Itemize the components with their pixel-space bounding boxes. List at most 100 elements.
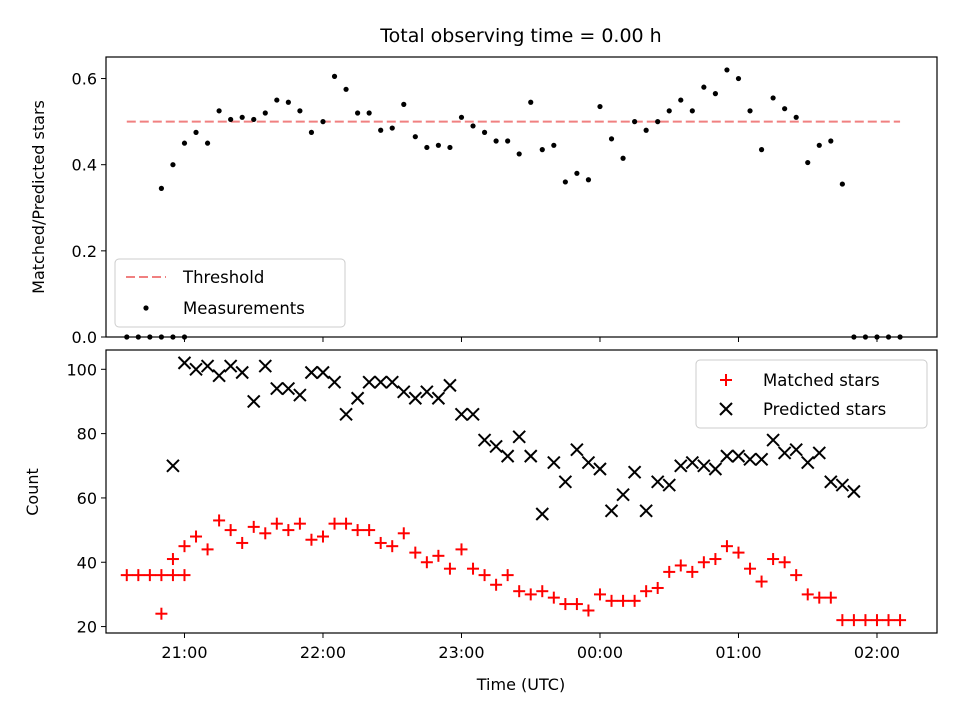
- predicted-star-point: [212, 369, 226, 383]
- predicted-star-point: [697, 459, 711, 473]
- measurement-point: [828, 138, 834, 144]
- predicted-star-point: [431, 391, 446, 405]
- measurement-point: [897, 334, 903, 340]
- x-tick-label: 00:00: [577, 643, 623, 662]
- predicted-star-point: [408, 391, 423, 405]
- matched-star-point: [201, 543, 214, 556]
- matched-star-point: [166, 569, 179, 582]
- measurement-point: [862, 334, 869, 340]
- matched-star-point: [547, 591, 560, 604]
- measurement-point: [124, 334, 130, 340]
- matched-star-point: [293, 517, 306, 530]
- matched-star-point: [870, 614, 883, 627]
- measurement-point: [193, 129, 199, 135]
- matched-star-point: [120, 569, 133, 582]
- predicted-star-point: [789, 442, 803, 457]
- matched-star-point: [640, 585, 653, 598]
- measurement-point: [435, 142, 441, 148]
- matched-star-point: [501, 569, 514, 582]
- predicted-star-point: [373, 375, 388, 389]
- measurement-point: [481, 129, 488, 135]
- matched-star-point: [213, 514, 226, 527]
- measurement-point: [505, 138, 511, 144]
- measurement-point: [678, 97, 684, 103]
- measurement-point: [885, 334, 892, 340]
- matched-star-point: [778, 556, 791, 569]
- measurement-point: [805, 159, 811, 166]
- matched-star-point: [674, 559, 687, 572]
- predicted-star-point: [674, 459, 688, 473]
- predicted-star-point: [223, 359, 238, 373]
- measurement-point: [285, 99, 291, 105]
- matched-star-point: [316, 530, 329, 543]
- predicted-star-point: [443, 378, 457, 393]
- measurement-point: [597, 103, 603, 110]
- matched-star-point: [328, 517, 341, 530]
- bottom-panel: 20 40 60 80 100 21:00 22:00 23:00 00:00 01:00 02:…: [23, 349, 938, 694]
- predicted-star-point: [189, 362, 203, 377]
- measurement-point: [181, 334, 188, 340]
- legend-top-box: [114, 258, 346, 328]
- matched-star-point: [478, 569, 491, 582]
- legend-predicted-label: Predicted stars: [763, 400, 886, 419]
- measurement-point: [574, 170, 580, 176]
- predicted-star-point: [604, 504, 619, 518]
- measurement-point: [712, 91, 719, 97]
- predicted-star-point: [316, 365, 330, 380]
- predicted-star-point: [731, 449, 746, 463]
- predicted-star-point: [835, 478, 850, 492]
- measurement-point: [320, 119, 326, 125]
- predicted-star-point: [535, 507, 549, 521]
- measurement-point: [181, 140, 188, 146]
- top-panel: 0.0 0.2 0.4 0.6 Matched/Predicted stars Thr…: [29, 56, 938, 347]
- matched-star-point: [386, 540, 399, 553]
- matched-star-point: [247, 520, 260, 533]
- measurement-point: [401, 101, 407, 107]
- predicted-star-point: [235, 365, 249, 380]
- x-tick-label: 21:00: [161, 643, 207, 662]
- predicted-star-point: [777, 446, 792, 460]
- measurement-point: [158, 334, 164, 340]
- matched-star-point: [455, 543, 468, 556]
- matched-star-point: [720, 540, 733, 553]
- legend-predicted-swatch: [719, 402, 733, 416]
- measurement-point: [343, 86, 349, 92]
- measurement-point: [470, 123, 476, 129]
- matched-star-point: [536, 585, 549, 598]
- predicted-star-point: [547, 455, 561, 470]
- measurement-point: [251, 116, 257, 123]
- matched-star-point: [513, 585, 526, 598]
- predicted-star-point: [304, 365, 319, 380]
- legend-bottom: Matched stars Predicted stars: [695, 359, 928, 429]
- predicted-star-point: [270, 381, 284, 396]
- matched-star-point: [709, 553, 722, 566]
- matched-star-point: [732, 546, 745, 559]
- predicted-star-point: [466, 407, 480, 422]
- matched-star-point: [178, 569, 191, 582]
- measurement-point: [158, 185, 164, 191]
- predicted-star-point: [247, 394, 261, 409]
- matched-star-point: [524, 588, 537, 601]
- predicted-star-point: [281, 381, 296, 396]
- predicted-star-point: [627, 465, 642, 479]
- matched-star-point: [617, 594, 630, 607]
- predicted-star-point: [720, 449, 734, 463]
- matched-star-point: [467, 562, 480, 575]
- legend-measurements-label: Measurements: [183, 299, 305, 318]
- measurement-point: [424, 144, 430, 151]
- matched-star-point: [593, 588, 606, 601]
- top-plot-area: [105, 56, 938, 338]
- matched-star-point: [374, 536, 387, 549]
- measurement-point: [620, 155, 626, 161]
- matched-star-point: [143, 569, 156, 582]
- matched-star-point: [132, 569, 145, 582]
- predicted-star-point: [847, 484, 861, 499]
- top-y-tick-label: 0.6: [72, 70, 97, 89]
- predicted-star-point: [570, 442, 584, 457]
- predicted-star-point: [812, 446, 826, 460]
- matched-star-point: [813, 591, 826, 604]
- measurement-point: [874, 334, 880, 340]
- matched-star-point: [363, 524, 376, 537]
- matched-star-point: [651, 581, 664, 594]
- predicted-star-point: [616, 488, 630, 502]
